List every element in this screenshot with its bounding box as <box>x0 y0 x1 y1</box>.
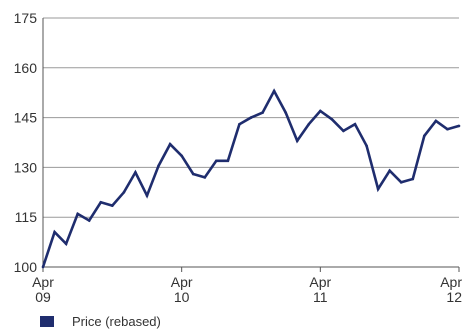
legend-label: Price (rebased) <box>72 314 161 329</box>
data-point <box>457 124 461 128</box>
x-tick-label-month: Apr <box>309 274 331 290</box>
data-point <box>180 154 183 158</box>
data-point <box>157 164 160 168</box>
data-point <box>168 142 172 146</box>
data-point <box>249 116 253 119</box>
y-tick-label: 115 <box>15 209 38 225</box>
data-point <box>99 200 103 204</box>
data-point <box>76 212 79 216</box>
data-point <box>376 187 380 191</box>
data-point <box>434 119 438 123</box>
data-point <box>307 122 311 126</box>
data-point <box>226 159 230 163</box>
data-point <box>319 109 322 113</box>
x-tick-label-month: Apr <box>32 274 54 290</box>
data-point <box>134 171 137 174</box>
data-point <box>64 242 68 246</box>
data-point <box>295 139 299 143</box>
data-point <box>330 117 334 121</box>
data-point <box>261 111 264 114</box>
data-point <box>87 219 91 222</box>
data-point <box>365 144 368 148</box>
data-point <box>215 159 218 163</box>
data-point <box>423 134 426 138</box>
x-tick-label-year: 12 <box>446 289 462 305</box>
data-point <box>238 122 241 126</box>
data-point <box>353 122 357 126</box>
series-layer <box>41 88 461 269</box>
data-point <box>342 129 345 133</box>
x-tick-label-month: Apr <box>171 274 193 290</box>
legend-swatch <box>40 316 54 327</box>
y-tick-label: 175 <box>14 10 38 26</box>
y-tick-label: 145 <box>14 110 38 126</box>
x-tick-label-year: 11 <box>313 289 328 305</box>
data-point <box>53 230 56 234</box>
data-point <box>284 111 287 114</box>
data-point <box>272 89 276 93</box>
y-tick-labels: 100 115 130 145 160 175 <box>14 10 38 275</box>
data-point <box>446 127 449 131</box>
data-point <box>203 176 207 179</box>
data-point <box>411 177 415 181</box>
data-point <box>145 194 149 197</box>
axes <box>42 18 460 272</box>
x-tick-label-month: Apr <box>440 274 462 290</box>
data-point <box>388 169 391 173</box>
x-tick-label-year: 09 <box>35 289 51 305</box>
data-point <box>191 172 195 176</box>
y-tick-label: 100 <box>14 259 38 275</box>
data-point <box>122 191 126 194</box>
y-tick-label: 160 <box>14 60 38 76</box>
data-point <box>399 181 403 184</box>
data-point <box>111 204 114 207</box>
y-tick-label: 130 <box>14 159 38 175</box>
x-tick-label-year: 10 <box>174 289 190 305</box>
data-point <box>41 265 45 269</box>
legend: Price (rebased) <box>40 314 161 329</box>
